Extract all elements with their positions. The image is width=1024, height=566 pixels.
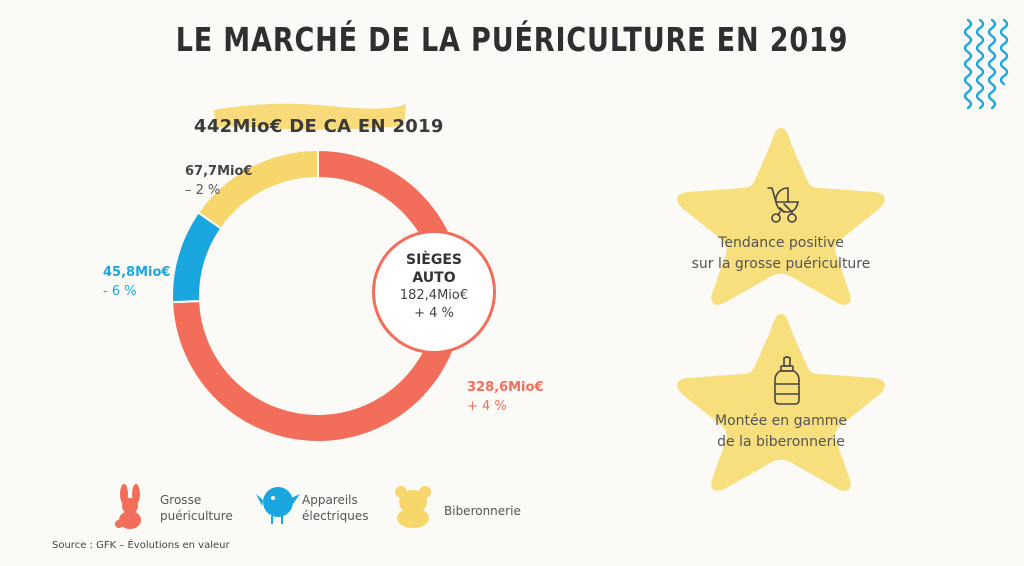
donut-slice-2: [196, 150, 319, 230]
value-label-grosse: 328,6Mio€: [467, 380, 544, 395]
legend-appareils-line2: électriques: [302, 509, 369, 523]
baby-bottle-icon: [774, 356, 800, 405]
value-label-biberonnerie: 67,7Mio€: [185, 164, 253, 179]
star-shape: [677, 314, 885, 491]
label-grosse: 328,6Mio€ + 4 %: [467, 378, 544, 416]
legend-appareils-line1: Appareils: [302, 493, 358, 507]
legend-grosse: Grosse puériculture: [160, 492, 233, 524]
trend-gamme: Montée en gamme de la biberonnerie: [651, 411, 911, 453]
callout-value: 182,4Mio€: [399, 288, 469, 303]
subtitle-highlight: [214, 103, 406, 130]
donut-slice-1: [171, 211, 223, 304]
chart-subtitle: 442Mio€ DE CA EN 2019: [194, 116, 444, 137]
callout-title-2: AUTO: [412, 270, 456, 286]
trend-gamme-line1: Montée en gamme: [715, 413, 847, 429]
legend-grosse-line2: puériculture: [160, 509, 233, 523]
change-label-grosse: + 4 %: [467, 399, 507, 414]
source-note: Source : GFK – Évolutions en valeur: [52, 540, 230, 551]
bear-icon: [395, 486, 431, 528]
trend-positive-line2: sur la grosse puériculture: [691, 256, 871, 272]
value-label-appareils: 45,8Mio€: [103, 265, 171, 280]
bird-icon: [256, 487, 300, 524]
change-label-biberonnerie: – 2 %: [185, 183, 221, 198]
stroller-icon: [767, 187, 799, 223]
wave-decoration-icon: [963, 18, 1009, 110]
bunny-icon: [115, 484, 141, 529]
label-biberonnerie: 67,7Mio€ – 2 %: [185, 162, 252, 200]
label-appareils: 45,8Mio€ - 6 %: [103, 263, 170, 301]
legend-grosse-line1: Grosse: [160, 493, 202, 507]
sieges-auto-callout: SIÈGES AUTO 182,4Mio€ + 4 %: [372, 230, 496, 354]
callout-title-1: SIÈGES: [406, 252, 462, 268]
trend-positive-line1: Tendance positive: [718, 235, 844, 251]
trend-positive: Tendance positive sur la grosse puéricul…: [651, 233, 911, 275]
page-title: LE MARCHÉ DE LA PUÉRICULTURE EN 2019: [175, 20, 849, 59]
callout-change: + 4 %: [414, 306, 454, 321]
legend-biberonnerie: Biberonnerie: [444, 504, 521, 518]
legend-appareils: Appareils électriques: [302, 492, 369, 524]
change-label-appareils: - 6 %: [103, 284, 137, 299]
star-shape: [677, 128, 885, 305]
trend-gamme-line2: de la biberonnerie: [717, 434, 845, 450]
